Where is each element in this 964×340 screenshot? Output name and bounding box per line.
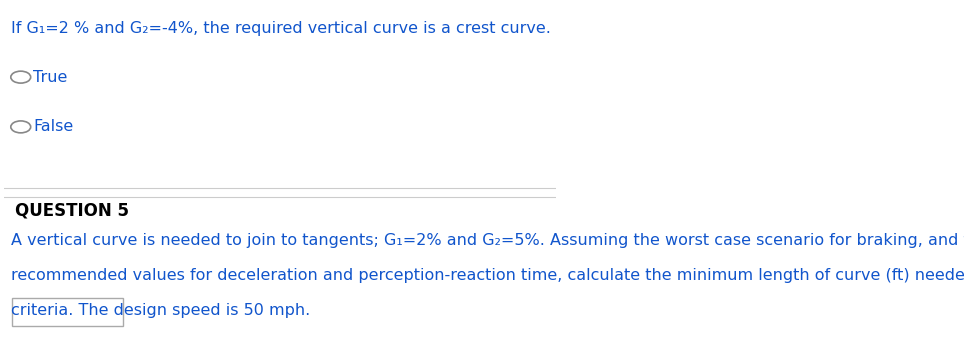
- Text: recommended values for deceleration and perception-reaction time, calculate the : recommended values for deceleration and …: [11, 268, 964, 283]
- Text: criteria. The design speed is 50 mph.: criteria. The design speed is 50 mph.: [11, 303, 310, 318]
- FancyBboxPatch shape: [13, 298, 123, 326]
- Text: A vertical curve is needed to join to tangents; G₁=2% and G₂=5%. Assuming the wo: A vertical curve is needed to join to ta…: [11, 233, 964, 248]
- Text: True: True: [33, 70, 67, 85]
- Text: If G₁=2 % and G₂=-4%, the required vertical curve is a crest curve.: If G₁=2 % and G₂=-4%, the required verti…: [11, 21, 550, 36]
- Text: False: False: [33, 119, 73, 134]
- Text: QUESTION 5: QUESTION 5: [15, 202, 129, 220]
